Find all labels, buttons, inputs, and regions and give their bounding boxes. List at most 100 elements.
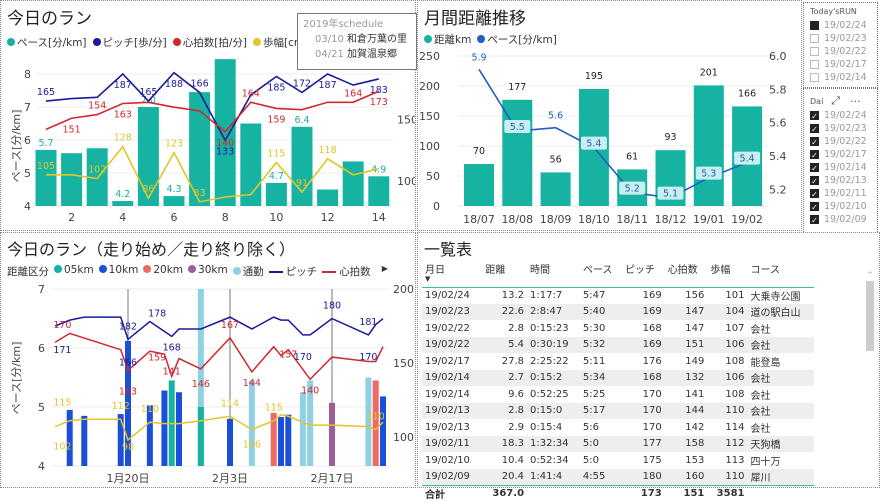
- slicer-item[interactable]: ✓ 19/02/22: [810, 136, 867, 147]
- slicer-item[interactable]: 19/02/22: [810, 45, 877, 58]
- slicer-item[interactable]: ✓ 19/02/14: [810, 162, 867, 173]
- stride-data-label: 128: [114, 133, 132, 144]
- table-cell: 27.8: [501, 355, 525, 367]
- column-header[interactable]: 距離: [485, 265, 506, 276]
- legend-pace[interactable]: ペース[分/km]: [7, 35, 87, 50]
- slicer-item[interactable]: ✓ 19/02/17: [810, 149, 867, 160]
- table-cell: 0:15:4: [530, 421, 563, 433]
- table-row[interactable]: 19/02/09 20.4 1:41:4 4:55 180 160 110 犀川: [422, 468, 814, 485]
- focus-mode-icon[interactable]: ⤢: [831, 94, 841, 107]
- table-row[interactable]: 19/02/17 27.8 2:25:22 5:11 176 149 108 能登島: [422, 353, 814, 370]
- pitch-line: [54, 316, 384, 341]
- table-row[interactable]: 19/02/13 2.8 0:15:0 5:17 170 144 110 会社: [422, 402, 814, 419]
- table-row[interactable]: 19/02/22 2.8 0:15:23 5:30 168 147 107 会社: [422, 320, 814, 337]
- checkbox-checked[interactable]: ✓: [810, 202, 819, 212]
- pace-bar-10km: [125, 340, 131, 466]
- heart-rate-data-label: 159: [267, 114, 285, 125]
- table-cell: 5.4: [482, 336, 528, 353]
- pace-bar-通勤: [197, 289, 204, 466]
- y-tick-label: 7: [24, 101, 31, 114]
- table-cell: 169: [622, 336, 665, 353]
- column-header[interactable]: 月日 ▼: [422, 257, 482, 287]
- y2-tick-label: 5.8: [769, 83, 787, 96]
- slicer-item[interactable]: ✓ 19/02/09: [810, 214, 867, 225]
- heart-rate-data-label: 140: [216, 138, 234, 149]
- checkbox-checked[interactable]: ✓: [810, 163, 819, 173]
- table-cell: 168: [642, 322, 662, 334]
- table-row[interactable]: 19/02/24 13.2 1:17:7 5:47 169 156 101 大乗寺公園: [422, 287, 814, 304]
- legend-stride[interactable]: 歩幅[cm]: [252, 35, 308, 50]
- legend-pitch[interactable]: ピッチ: [268, 264, 317, 279]
- checkbox[interactable]: [810, 34, 819, 43]
- column-header[interactable]: ペース: [582, 265, 613, 276]
- legend-next-arrow[interactable]: ▶: [381, 264, 388, 273]
- column-header[interactable]: 時間: [530, 265, 551, 276]
- checkbox-checked[interactable]: ✓: [810, 176, 819, 186]
- legend-heart-rate[interactable]: 心拍数: [322, 264, 371, 279]
- checkbox-checked[interactable]: ✓: [810, 137, 819, 147]
- slicer-item[interactable]: 19/02/23: [810, 32, 877, 45]
- column-header[interactable]: ピッチ: [625, 265, 655, 276]
- scroll-thumb[interactable]: [866, 281, 874, 351]
- table-cell: 18.3: [482, 435, 528, 452]
- slicer-item[interactable]: ✓ 19/02/24: [810, 110, 867, 121]
- total-cell: 173: [640, 488, 662, 499]
- table-row[interactable]: 19/02/14 9.6 0:52:25 5:25 170 141 108 会社: [422, 386, 814, 403]
- sort-desc-icon[interactable]: ▼: [425, 275, 431, 283]
- checkbox-checked[interactable]: ✓: [810, 189, 819, 199]
- table-row[interactable]: 19/02/11 18.3 1:32:34 5:0 177 158 112 天狗橋: [422, 435, 814, 452]
- table-cell: 149: [685, 355, 705, 367]
- checkbox-checked[interactable]: ✓: [810, 150, 819, 160]
- checkbox-checked[interactable]: ✓: [810, 124, 819, 134]
- table-cell: 13.2: [501, 290, 525, 301]
- slicer-item[interactable]: ✓ 19/02/23: [810, 123, 867, 134]
- table-cell: 5:6: [582, 421, 599, 433]
- pace-data-label: 5.7: [38, 138, 53, 149]
- column-header[interactable]: 歩幅: [710, 265, 731, 276]
- pace-bar: [265, 182, 287, 206]
- table-cell: 142: [685, 421, 705, 433]
- table-row[interactable]: 19/02/23 22.6 2:8:47 5:40 169 147 104 道の駅白山: [422, 303, 814, 320]
- legend-10km[interactable]: 10km: [98, 264, 138, 279]
- checkbox[interactable]: [810, 21, 819, 30]
- scroll-up-icon[interactable]: ^: [867, 271, 873, 279]
- slicer-item[interactable]: 19/02/24: [810, 19, 877, 32]
- table-scrollbar[interactable]: ^: [866, 271, 874, 471]
- table-cell: 147: [664, 303, 708, 320]
- table-row[interactable]: 19/02/13 2.9 0:15:4 5:6 170 142 114 会社: [422, 419, 814, 436]
- column-header[interactable]: コース: [750, 265, 781, 276]
- x-tick-label: 12: [321, 211, 335, 224]
- table-cell: 0:15:2: [527, 369, 580, 386]
- slicer-item[interactable]: ✓ 19/02/10: [810, 201, 867, 212]
- slicer-item[interactable]: ✓ 19/02/13: [810, 175, 867, 186]
- checkbox[interactable]: [810, 47, 819, 56]
- legend-distance[interactable]: 距離km: [424, 32, 471, 47]
- legend-20km[interactable]: 20km: [143, 264, 183, 279]
- legend-05km[interactable]: 05km: [54, 264, 94, 279]
- legend-commute[interactable]: 通勤: [232, 264, 264, 279]
- table-cell: 151: [664, 336, 708, 353]
- slicer-item[interactable]: 19/02/17: [810, 58, 877, 71]
- checkbox-checked[interactable]: ✓: [810, 111, 819, 121]
- more-options-icon[interactable]: ···: [850, 94, 861, 108]
- table-cell: 1:17:7: [530, 290, 563, 301]
- legend-30km[interactable]: 30km: [188, 264, 228, 279]
- pitch-data-label: 183: [370, 85, 388, 96]
- distance-data-label: 201: [700, 67, 718, 78]
- checkbox[interactable]: [810, 73, 819, 82]
- checkbox-checked[interactable]: ✓: [810, 215, 819, 225]
- table-row[interactable]: 19/02/10 10.4 0:52:34 5:0 175 153 113 四十万: [422, 452, 814, 469]
- checkbox[interactable]: [810, 60, 819, 69]
- slicer-item[interactable]: ✓ 19/02/11: [810, 188, 867, 199]
- column-header[interactable]: 心拍数: [667, 265, 698, 276]
- legend-pitch[interactable]: ピッチ[歩/分]: [92, 35, 167, 50]
- table-row[interactable]: 19/02/14 2.7 0:15:2 5:34 168 132 106 会社: [422, 369, 814, 386]
- legend-pace[interactable]: ペース[分/km]: [477, 32, 557, 47]
- table-row[interactable]: 19/02/22 5.4 0:30:19 5:32 169 151 106 会社: [422, 336, 814, 353]
- x-tick-label: 4: [119, 211, 126, 224]
- pace-bar: [342, 161, 364, 206]
- legend-heart-rate[interactable]: 心拍数[拍/分]: [172, 35, 247, 50]
- table-cell: 180: [622, 468, 665, 485]
- slicer-item[interactable]: 19/02/14: [810, 71, 877, 84]
- stride-data-label: 110: [141, 404, 159, 415]
